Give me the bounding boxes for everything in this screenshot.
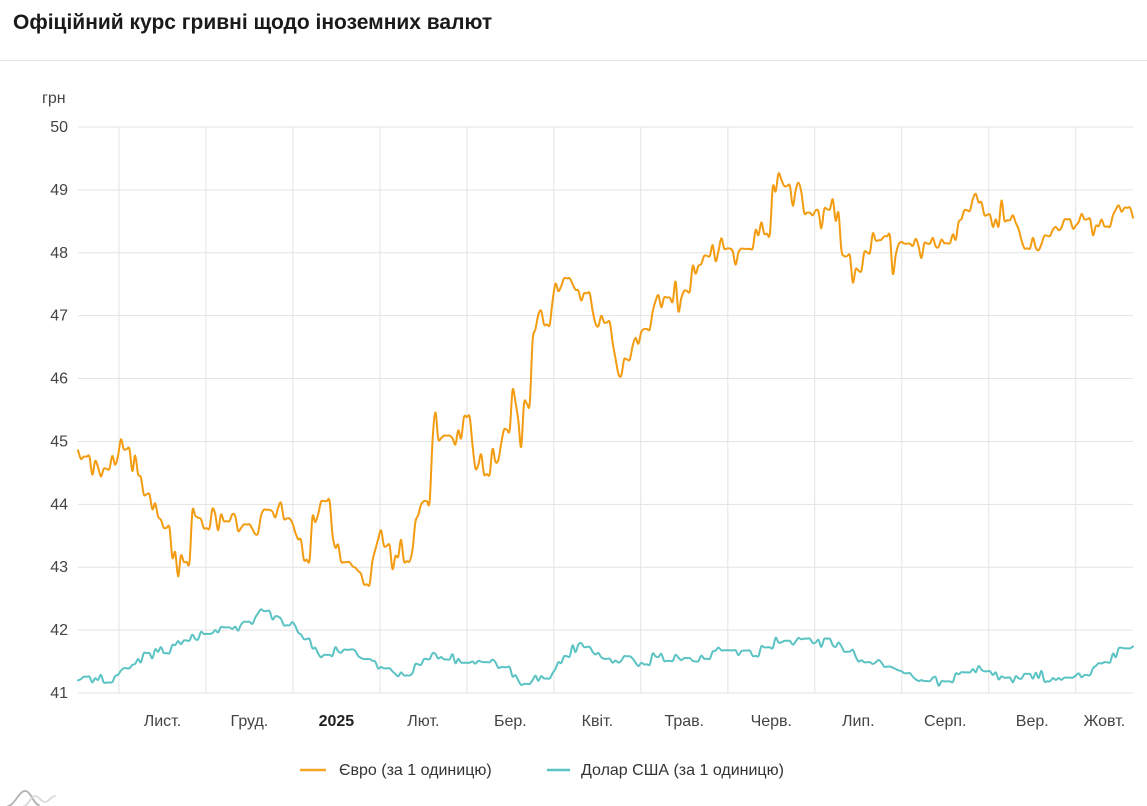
svg-text:44: 44 <box>50 496 68 513</box>
svg-text:Лют.: Лют. <box>407 713 439 730</box>
svg-text:41: 41 <box>50 685 68 702</box>
svg-text:47: 47 <box>50 308 68 325</box>
svg-text:грн: грн <box>42 90 66 107</box>
svg-text:Черв.: Черв. <box>751 713 792 730</box>
svg-text:50: 50 <box>50 119 68 136</box>
svg-text:Жовт.: Жовт. <box>1084 713 1126 730</box>
svg-text:Квіт.: Квіт. <box>582 713 613 730</box>
svg-text:2025: 2025 <box>319 713 355 730</box>
svg-text:Бер.: Бер. <box>494 713 527 730</box>
svg-text:Вер.: Вер. <box>1016 713 1049 730</box>
svg-text:Груд.: Груд. <box>231 713 269 730</box>
svg-text:Серп.: Серп. <box>924 713 966 730</box>
svg-text:49: 49 <box>50 182 68 199</box>
svg-text:45: 45 <box>50 433 68 450</box>
svg-text:Трав.: Трав. <box>665 713 705 730</box>
svg-text:42: 42 <box>50 622 68 639</box>
svg-text:48: 48 <box>50 245 68 262</box>
svg-text:Лип.: Лип. <box>842 713 875 730</box>
svg-text:43: 43 <box>50 559 68 576</box>
svg-text:Долар США (за 1 одиницю): Долар США (за 1 одиницю) <box>581 762 784 779</box>
svg-text:Лист.: Лист. <box>144 713 181 730</box>
svg-text:Євро (за 1 одиницю): Євро (за 1 одиницю) <box>339 762 492 779</box>
svg-text:46: 46 <box>50 371 68 388</box>
